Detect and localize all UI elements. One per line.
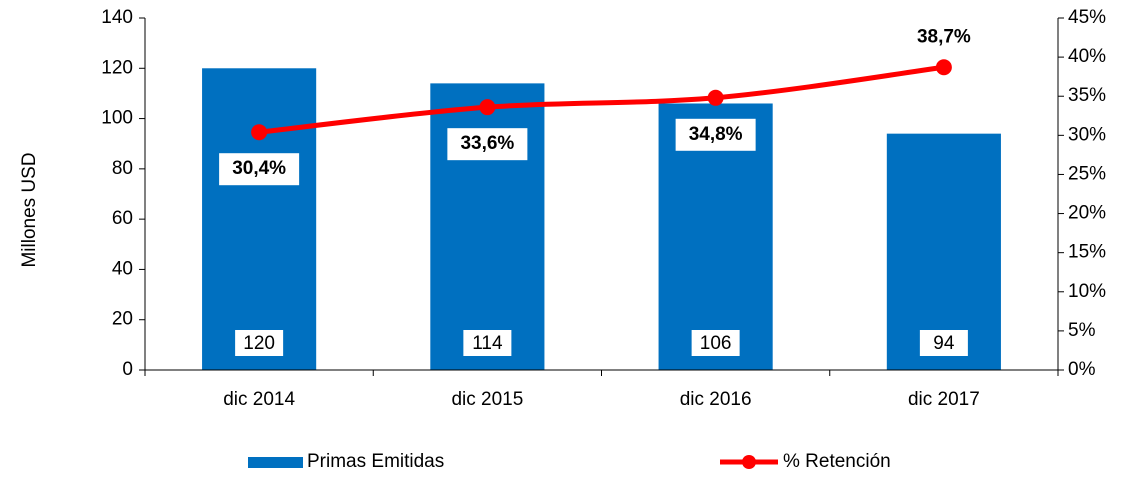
line-label: 30,4% xyxy=(232,158,286,179)
line-label: 38,7% xyxy=(917,26,971,47)
line-label-box xyxy=(903,21,984,54)
line-marker xyxy=(479,99,496,116)
y2-tick-label: 35% xyxy=(1068,85,1106,106)
y2-tick-label: 15% xyxy=(1068,242,1106,263)
line-label-box xyxy=(447,128,528,161)
line-label-box xyxy=(675,118,756,151)
legend-label: Primas Emitidas xyxy=(307,451,444,472)
line-marker xyxy=(251,124,268,141)
y-tick-label: 20 xyxy=(112,309,133,330)
y-axis-label: Millones USD xyxy=(19,152,40,267)
y2-tick-label: 10% xyxy=(1068,281,1106,302)
y2-tick-label: 5% xyxy=(1068,320,1096,341)
y-tick-label: 120 xyxy=(101,57,133,78)
y2-tick-label: 0% xyxy=(1068,359,1096,380)
line-label-box xyxy=(219,153,300,186)
x-tick-label: dic 2014 xyxy=(223,389,295,410)
legend-swatch xyxy=(248,457,303,468)
y-tick-label: 100 xyxy=(101,108,133,129)
bar-label-box xyxy=(919,330,968,356)
line xyxy=(258,64,945,135)
y-tick-label: 60 xyxy=(112,208,133,229)
y-tick-label: 140 xyxy=(101,7,133,28)
x-tick-label: dic 2017 xyxy=(908,389,980,410)
bar-label: 114 xyxy=(472,333,503,354)
y-tick-label: 0 xyxy=(122,359,133,380)
bar-label-box xyxy=(691,330,740,356)
bar xyxy=(202,68,317,371)
y2-tick-label: 20% xyxy=(1068,203,1106,224)
legend-marker xyxy=(742,455,756,469)
bar-label-box xyxy=(235,330,284,356)
line-label: 33,6% xyxy=(460,133,514,154)
y2-tick-label: 25% xyxy=(1068,163,1106,184)
y2-tick-label: 45% xyxy=(1068,7,1106,28)
y2-tick-label: 30% xyxy=(1068,124,1106,145)
bar-label-box xyxy=(463,330,512,356)
bar-label: 106 xyxy=(700,333,732,354)
y2-tick-label: 40% xyxy=(1068,46,1106,67)
line-marker xyxy=(935,59,952,76)
y-tick-label: 40 xyxy=(112,258,133,279)
y-tick-label: 80 xyxy=(112,158,133,179)
bar-label: 120 xyxy=(243,333,275,354)
line-label: 34,8% xyxy=(689,124,743,145)
line-marker xyxy=(707,89,724,106)
legend-label: % Retención xyxy=(783,451,891,472)
x-tick-label: dic 2015 xyxy=(451,389,523,410)
x-tick-label: dic 2016 xyxy=(680,389,752,410)
bar-label: 94 xyxy=(933,333,955,354)
bar xyxy=(430,83,545,370)
